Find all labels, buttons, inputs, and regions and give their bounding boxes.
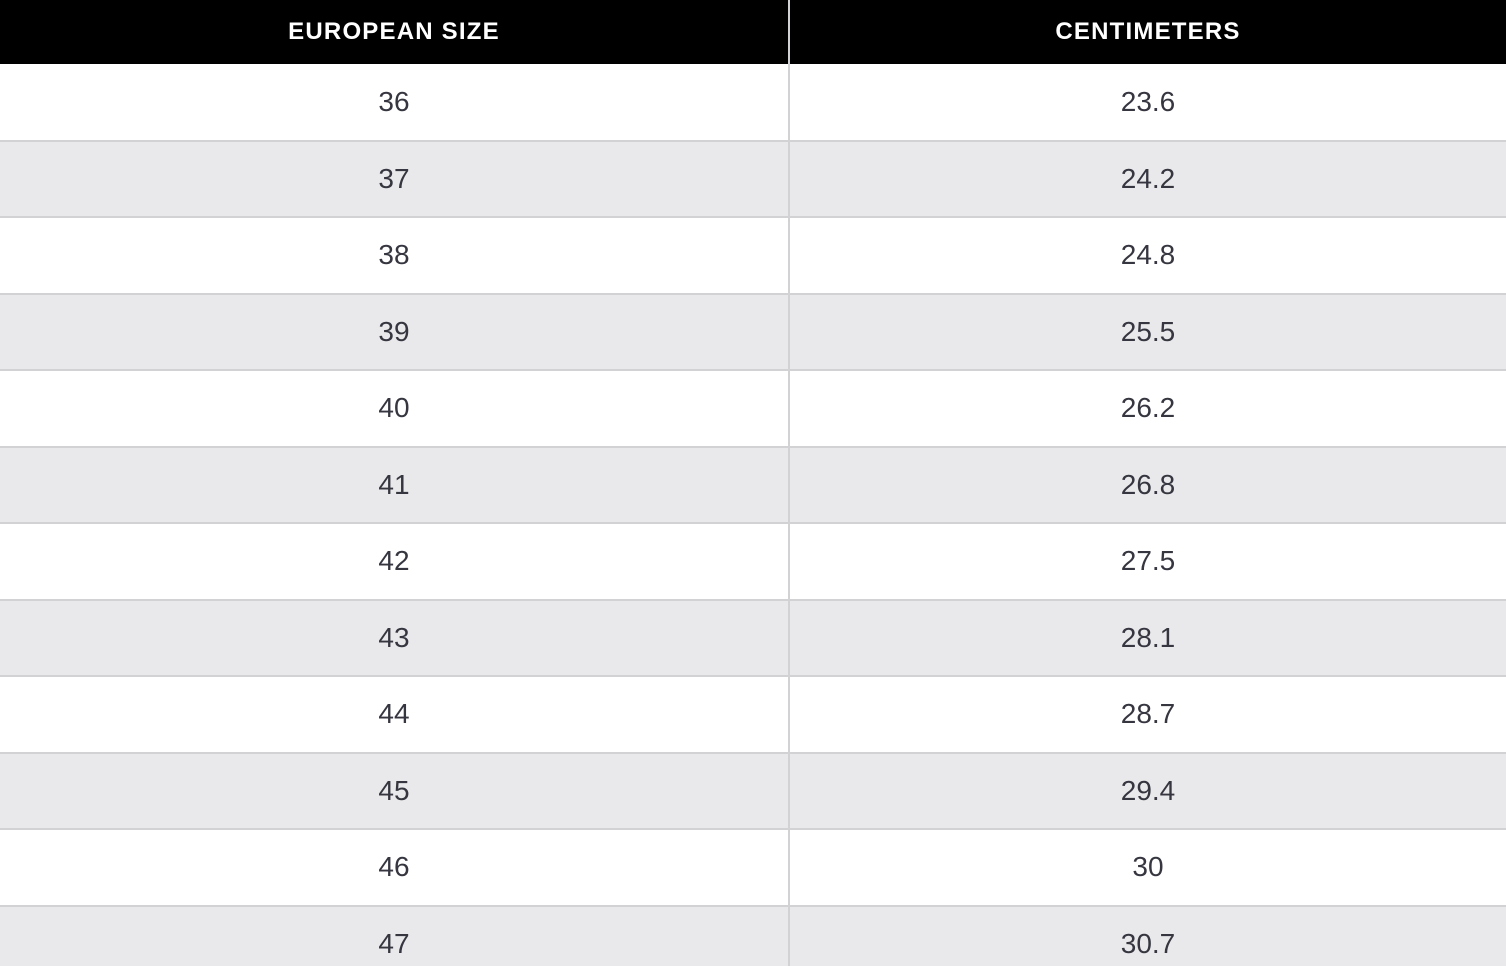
table-row: 45 29.4 bbox=[0, 752, 1506, 829]
eu-size-cell: 47 bbox=[0, 905, 789, 966]
eu-size-cell: 36 bbox=[0, 64, 789, 141]
column-header-european-size: EUROPEAN SIZE bbox=[0, 0, 789, 64]
eu-size-cell: 45 bbox=[0, 752, 789, 829]
eu-size-cell: 38 bbox=[0, 217, 789, 294]
table-row: 41 26.8 bbox=[0, 446, 1506, 523]
cm-cell: 29.4 bbox=[788, 752, 1506, 829]
cm-cell: 28.7 bbox=[788, 676, 1506, 753]
cm-cell: 25.5 bbox=[788, 293, 1506, 370]
cm-cell: 28.1 bbox=[788, 599, 1506, 676]
table-row: 44 28.7 bbox=[0, 676, 1506, 753]
table-body: 36 23.6 37 24.2 38 24.8 39 25.5 40 26.2 … bbox=[0, 64, 1506, 966]
table-row: 40 26.2 bbox=[0, 370, 1506, 447]
eu-size-cell: 43 bbox=[0, 599, 789, 676]
table-row: 37 24.2 bbox=[0, 140, 1506, 217]
cm-cell: 30.7 bbox=[788, 905, 1506, 966]
cm-cell: 26.8 bbox=[788, 446, 1506, 523]
eu-size-cell: 44 bbox=[0, 676, 789, 753]
table-row: 39 25.5 bbox=[0, 293, 1506, 370]
eu-size-cell: 37 bbox=[0, 140, 789, 217]
cm-cell: 24.2 bbox=[788, 140, 1506, 217]
eu-size-cell: 41 bbox=[0, 446, 789, 523]
cm-cell: 26.2 bbox=[788, 370, 1506, 447]
eu-size-cell: 46 bbox=[0, 829, 789, 906]
table-row: 46 30 bbox=[0, 829, 1506, 906]
table-row: 47 30.7 bbox=[0, 905, 1506, 966]
cm-cell: 23.6 bbox=[788, 64, 1506, 141]
table-row: 42 27.5 bbox=[0, 523, 1506, 600]
table-row: 43 28.1 bbox=[0, 599, 1506, 676]
column-header-centimeters: CENTIMETERS bbox=[788, 0, 1506, 64]
eu-size-cell: 39 bbox=[0, 293, 789, 370]
cm-cell: 24.8 bbox=[788, 217, 1506, 294]
table-row: 38 24.8 bbox=[0, 217, 1506, 294]
table-row: 36 23.6 bbox=[0, 64, 1506, 141]
header-row: EUROPEAN SIZE CENTIMETERS bbox=[0, 0, 1506, 64]
cm-cell: 30 bbox=[788, 829, 1506, 906]
eu-size-cell: 42 bbox=[0, 523, 789, 600]
eu-size-cell: 40 bbox=[0, 370, 789, 447]
table-header: EUROPEAN SIZE CENTIMETERS bbox=[0, 0, 1506, 64]
cm-cell: 27.5 bbox=[788, 523, 1506, 600]
